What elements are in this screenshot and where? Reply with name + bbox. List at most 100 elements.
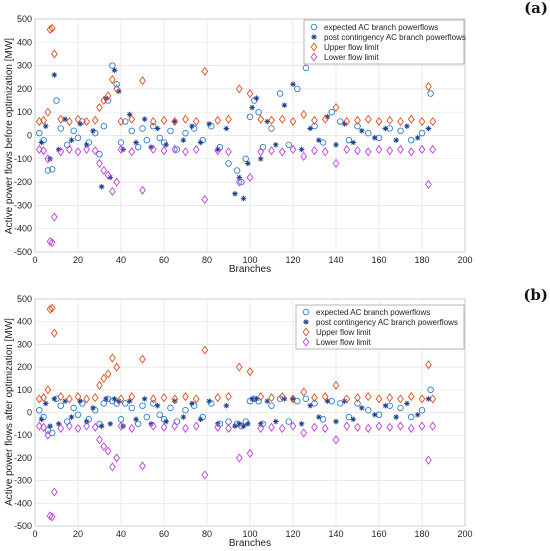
legend-box — [295, 304, 465, 350]
data-point — [425, 125, 432, 132]
data-point — [85, 139, 92, 146]
data-point — [91, 115, 99, 125]
data-point — [264, 398, 270, 404]
data-point — [289, 394, 297, 404]
data-point — [268, 115, 275, 125]
data-point — [50, 49, 58, 59]
data-point — [128, 127, 135, 135]
x-tick-label: 160 — [371, 529, 386, 539]
y-tick-label: 500 — [17, 294, 32, 304]
legend-marker — [310, 52, 318, 62]
x-tick-label: 80 — [202, 529, 212, 539]
data-point — [206, 121, 212, 127]
y-tick-label: -200 — [14, 177, 32, 187]
y-tick-label: -100 — [14, 430, 32, 440]
x-tick-label: 60 — [159, 255, 169, 265]
data-point — [100, 441, 108, 452]
y-axis-label-a: Active power flows before optimization [… — [4, 38, 15, 234]
data-point — [199, 136, 206, 144]
data-point — [407, 392, 415, 402]
data-point — [425, 82, 432, 92]
data-point — [418, 394, 426, 404]
data-point — [113, 453, 121, 463]
data-point — [109, 62, 116, 69]
data-point — [156, 134, 163, 142]
data-point — [350, 416, 356, 423]
data-point — [425, 360, 432, 370]
data-point — [354, 146, 361, 156]
data-point — [96, 420, 103, 428]
y-tick-label: 200 — [17, 362, 32, 372]
data-point — [57, 125, 65, 132]
data-point — [354, 400, 361, 407]
data-point — [311, 400, 318, 407]
data-point — [386, 115, 394, 125]
data-point — [418, 421, 426, 431]
data-point — [46, 24, 54, 35]
data-point — [160, 416, 168, 423]
data-point — [180, 414, 187, 420]
marks-a — [35, 23, 437, 248]
x-ticks-b: 0 20 40 60 80 100 120 140 160 180 200 — [32, 529, 472, 539]
data-point — [214, 146, 221, 153]
data-point — [249, 396, 255, 402]
data-point — [55, 421, 62, 427]
y-tick-label: 500 — [17, 14, 32, 24]
x-tick-label: 200 — [457, 255, 472, 265]
data-point — [163, 418, 169, 425]
data-point — [332, 102, 340, 113]
chart-panel-b: (b) -500-400-300-200-1000100200300400500… — [4, 286, 548, 549]
data-point — [278, 147, 286, 157]
data-point — [268, 402, 275, 409]
data-point — [278, 423, 286, 433]
data-point — [91, 406, 99, 414]
data-point — [197, 416, 204, 423]
y-tick-label: -200 — [14, 453, 32, 463]
data-point — [386, 422, 394, 432]
data-point — [354, 422, 361, 432]
data-point — [206, 398, 212, 404]
data-point — [182, 129, 189, 137]
data-point — [278, 392, 286, 402]
data-point — [79, 400, 86, 407]
data-point — [316, 137, 322, 143]
data-point — [113, 80, 120, 88]
data-point — [364, 423, 372, 433]
data-point — [113, 84, 121, 94]
data-point — [192, 421, 200, 431]
data-point — [223, 402, 230, 409]
data-point — [63, 418, 71, 425]
data-point — [371, 411, 378, 418]
marks-b — [35, 303, 437, 522]
data-point — [300, 151, 308, 162]
data-point — [249, 104, 255, 111]
data-point — [51, 72, 58, 78]
data-point — [160, 139, 168, 146]
x-tick-label: 120 — [285, 255, 300, 265]
data-point — [382, 402, 389, 409]
x-tick-label: 160 — [371, 255, 386, 265]
data-point — [311, 122, 318, 130]
data-point — [386, 146, 394, 156]
data-point — [321, 147, 329, 157]
data-point — [66, 421, 73, 431]
y-tick-label: 0 — [27, 408, 32, 418]
data-point — [343, 394, 351, 404]
data-point — [311, 115, 318, 125]
data-point — [182, 406, 189, 414]
data-point — [294, 85, 301, 93]
data-point — [223, 125, 230, 132]
data-point — [259, 143, 267, 151]
data-point — [48, 23, 56, 33]
data-point — [225, 147, 232, 157]
data-point — [149, 122, 157, 130]
data-point — [117, 394, 125, 404]
data-point — [48, 166, 56, 173]
y-tick-label: -300 — [14, 476, 32, 486]
data-point — [74, 147, 82, 157]
data-point — [154, 125, 161, 132]
data-point — [333, 142, 339, 148]
data-point — [77, 121, 83, 127]
data-point — [246, 89, 254, 99]
